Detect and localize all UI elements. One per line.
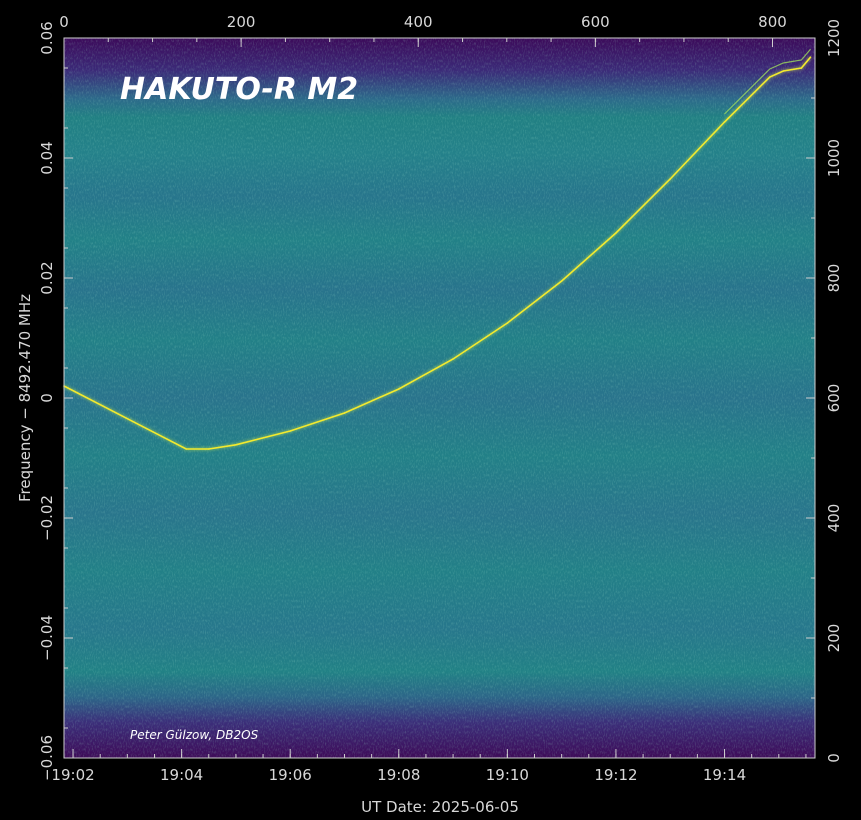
right-tick-label: 400: [825, 504, 843, 533]
signal-traces: [63, 48, 813, 451]
y-tick-label: 0: [38, 393, 56, 403]
signal-point: [800, 67, 803, 69]
signal-point: [506, 322, 509, 324]
signal-point: [397, 388, 400, 390]
signal-point: [669, 178, 672, 180]
y-tick-label: 0.02: [38, 261, 56, 294]
x-tick-label: 19:04: [160, 766, 203, 784]
signal-point: [207, 448, 210, 450]
right-tick-label: 1000: [825, 139, 843, 177]
signal-point: [235, 444, 237, 446]
signal-point: [289, 430, 292, 432]
signal-point: [768, 76, 771, 78]
y-tick-label: −0.06: [38, 735, 56, 781]
right-tick-label: 600: [825, 384, 843, 413]
signal-point: [452, 358, 454, 360]
signal-point: [782, 70, 785, 72]
signal-point: [809, 56, 812, 58]
top-tick-label: 600: [581, 13, 610, 31]
top-tick-label: 400: [404, 13, 433, 31]
y-tick-label: 0.06: [38, 21, 56, 54]
signal-point: [185, 448, 187, 450]
chart-title: HAKUTO-R M2: [120, 72, 358, 107]
y-axis-title: Frequency − 8492.470 MHz: [16, 294, 34, 502]
x-tick-label: 19:12: [594, 766, 637, 784]
signal-point: [343, 412, 346, 414]
x-axis-title: UT Date: 2025-06-05: [361, 798, 519, 816]
right-tick-label: 0: [825, 753, 843, 763]
plot-area: [63, 37, 816, 759]
x-tick-label: 19:08: [377, 766, 420, 784]
signal-point: [723, 121, 726, 123]
top-tick-label: 0: [59, 13, 69, 31]
right-tick-label: 200: [825, 624, 843, 653]
y-tick-label: 0.04: [38, 141, 56, 174]
x-tick-label: 19:02: [51, 766, 94, 784]
credit-label: Peter Gülzow, DB2OS: [130, 728, 259, 742]
x-tick-label: 19:10: [486, 766, 529, 784]
y-tick-label: −0.02: [38, 495, 56, 541]
signal-point: [615, 232, 617, 234]
top-tick-label: 800: [758, 13, 787, 31]
right-tick-label: 800: [825, 264, 843, 293]
x-tick-label: 19:06: [269, 766, 312, 784]
signal-point: [560, 280, 563, 282]
right-tick-label: 1200: [825, 19, 843, 57]
axis-ticks: 19:02 19:04 19:06 19:08 19:10 19:12 19:14 0 200 4…: [38, 13, 843, 784]
y-tick-label: −0.04: [38, 615, 56, 661]
top-tick-label: 200: [227, 13, 256, 31]
x-tick-label: 19:14: [703, 766, 746, 784]
signal-trace-echo: [724, 48, 811, 115]
